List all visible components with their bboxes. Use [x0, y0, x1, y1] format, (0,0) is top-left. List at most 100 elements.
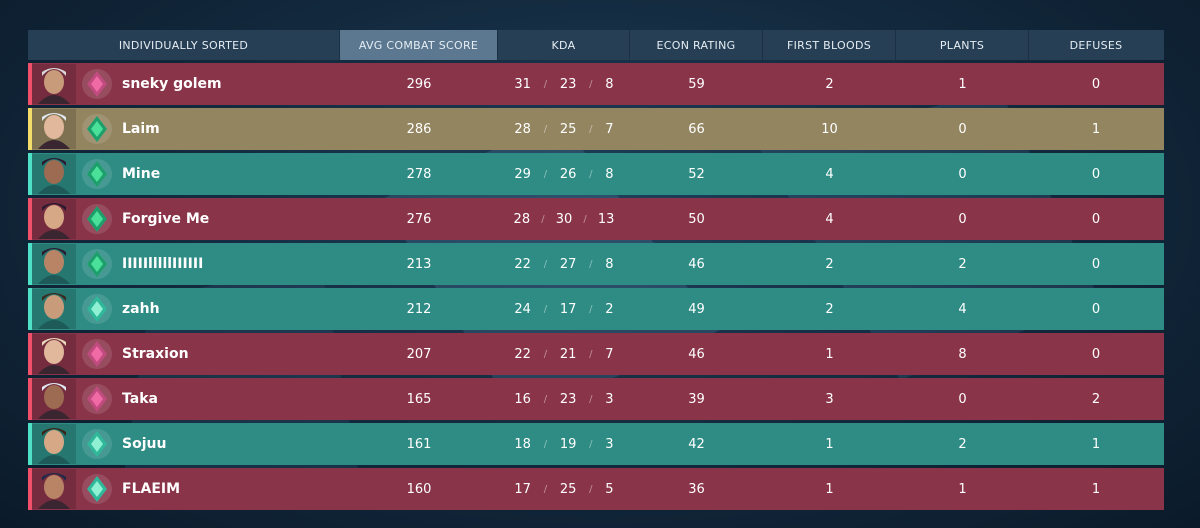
first-bloods-value: 1: [825, 436, 834, 452]
assists-value: 7: [605, 346, 614, 362]
assists-value: 13: [597, 211, 615, 227]
player-name: Taka: [122, 391, 158, 407]
kda-separator: /: [543, 78, 548, 90]
agent-reyna-icon: [32, 154, 76, 194]
player-row[interactable]: Forgive Me 276 28 / 30 / 13 50 4 0 0: [28, 198, 1164, 240]
acs-value: 213: [406, 256, 432, 272]
kda-value: 22 / 21 / 7: [498, 333, 630, 375]
rank-immortal-icon: [82, 69, 112, 99]
first-bloods-value: 4: [825, 211, 834, 227]
defuses-value: 0: [1091, 346, 1101, 362]
agent-chamber-icon: [32, 289, 76, 329]
plants-value: 0: [958, 121, 967, 137]
header-first-bloods[interactable]: FIRST BLOODS: [763, 30, 896, 60]
agent-jett-icon: [32, 379, 76, 419]
kda-value: 28 / 30 / 13: [498, 198, 630, 240]
acs-value: 161: [406, 436, 432, 452]
first-bloods-value: 2: [825, 256, 834, 272]
assists-value: 3: [605, 391, 614, 407]
agent-reyna-icon: [32, 244, 76, 284]
player-row[interactable]: zahh 212 24 / 17 / 2 49 2 4 0: [28, 288, 1164, 330]
plants-value: 1: [958, 481, 967, 497]
scoreboard: INDIVIDUALLY SORTED AVG COMBAT SCORE KDA…: [28, 30, 1164, 513]
team-color-edge: [28, 243, 32, 285]
scoreboard-header: INDIVIDUALLY SORTED AVG COMBAT SCORE KDA…: [28, 30, 1164, 60]
kda-separator: /: [541, 213, 545, 225]
player-row[interactable]: sneky golem 296 31 / 23 / 8 59 2 1 0: [28, 63, 1164, 105]
team-color-edge: [28, 423, 32, 465]
kda-separator: /: [543, 123, 548, 135]
deaths-value: 19: [559, 436, 577, 452]
deaths-value: 30: [555, 211, 573, 227]
kda-separator: /: [589, 258, 593, 270]
acs-value: 276: [406, 211, 432, 227]
header-kda[interactable]: KDA: [498, 30, 630, 60]
acs-value: 207: [406, 346, 432, 362]
player-row[interactable]: Mine 278 29 / 26 / 8 52 4 0 0: [28, 153, 1164, 195]
plants-value: 2: [958, 256, 967, 272]
assists-value: 8: [605, 166, 614, 182]
player-row[interactable]: FLAEIM 160 17 / 25 / 5 36 1 1 1: [28, 468, 1164, 510]
kda-value: 28 / 25 / 7: [498, 108, 630, 150]
header-defuses[interactable]: DEFUSES: [1069, 38, 1123, 52]
player-name-cell: Straxion: [28, 333, 340, 375]
rank-diamond-icon: [82, 159, 112, 189]
deaths-value: 17: [559, 301, 577, 317]
econ-rating-value: 42: [688, 436, 705, 452]
first-bloods-value: 2: [825, 301, 834, 317]
team-color-edge: [28, 378, 32, 420]
player-name-cell: sneky golem: [28, 63, 340, 105]
acs-value: 160: [406, 481, 432, 497]
header-plants[interactable]: PLANTS: [896, 30, 1029, 60]
team-color-edge: [28, 288, 32, 330]
kda-value: 29 / 26 / 8: [498, 153, 630, 195]
kda-separator: /: [543, 393, 548, 405]
player-name-cell: Laim: [28, 108, 340, 150]
first-bloods-value: 4: [825, 166, 834, 182]
player-name: IIIIIlllllIIIIII: [122, 256, 204, 272]
player-name-cell: IIIIIlllllIIIIII: [28, 243, 340, 285]
team-color-edge: [28, 63, 32, 105]
acs-value: 212: [406, 301, 432, 317]
player-name: Forgive Me: [122, 211, 210, 227]
header-avg-combat-score[interactable]: AVG COMBAT SCORE: [340, 30, 498, 60]
defuses-value: 0: [1091, 166, 1101, 182]
kills-value: 31: [514, 76, 531, 92]
rank-diamond-icon: [82, 114, 112, 144]
player-row[interactable]: Straxion 207 22 / 21 / 7 46 1 8 0: [28, 333, 1164, 375]
defuses-value: 1: [1091, 436, 1101, 452]
econ-rating-value: 66: [688, 121, 705, 137]
player-name: Sojuu: [122, 436, 167, 452]
plants-value: 2: [958, 436, 967, 452]
assists-value: 5: [605, 481, 614, 497]
player-row[interactable]: Taka 165 16 / 23 / 3 39 3 0 2: [28, 378, 1164, 420]
first-bloods-value: 10: [821, 121, 838, 137]
econ-rating-value: 49: [688, 301, 705, 317]
team-color-edge: [28, 108, 32, 150]
player-name-cell: Forgive Me: [28, 198, 340, 240]
team-color-edge: [28, 153, 32, 195]
econ-rating-value: 50: [688, 211, 705, 227]
first-bloods-value: 2: [825, 76, 834, 92]
kda-separator: /: [543, 258, 548, 270]
first-bloods-value: 1: [825, 481, 834, 497]
player-row[interactable]: Sojuu 161 18 / 19 / 3 42 1 2 1: [28, 423, 1164, 465]
acs-value: 296: [406, 76, 432, 92]
kda-separator: /: [589, 483, 593, 495]
assists-value: 3: [605, 436, 614, 452]
player-name-cell: FLAEIM: [28, 468, 340, 510]
assists-value: 8: [605, 256, 614, 272]
acs-value: 278: [406, 166, 432, 182]
agent-cypher-icon: [32, 64, 76, 104]
player-row[interactable]: Laim 286 28 / 25 / 7 66 10 0 1: [28, 108, 1164, 150]
kda-separator: /: [589, 393, 593, 405]
header-individually-sorted[interactable]: INDIVIDUALLY SORTED: [28, 30, 340, 60]
header-econ-rating[interactable]: ECON RATING: [630, 30, 763, 60]
agent-jett-icon: [32, 109, 76, 149]
acs-value: 286: [406, 121, 432, 137]
player-name: Straxion: [122, 346, 189, 362]
defuses-value: 2: [1091, 391, 1101, 407]
econ-rating-value: 46: [688, 256, 705, 272]
kda-value: 24 / 17 / 2: [498, 288, 630, 330]
player-row[interactable]: IIIIIlllllIIIIII 213 22 / 27 / 8 46 2 2 …: [28, 243, 1164, 285]
